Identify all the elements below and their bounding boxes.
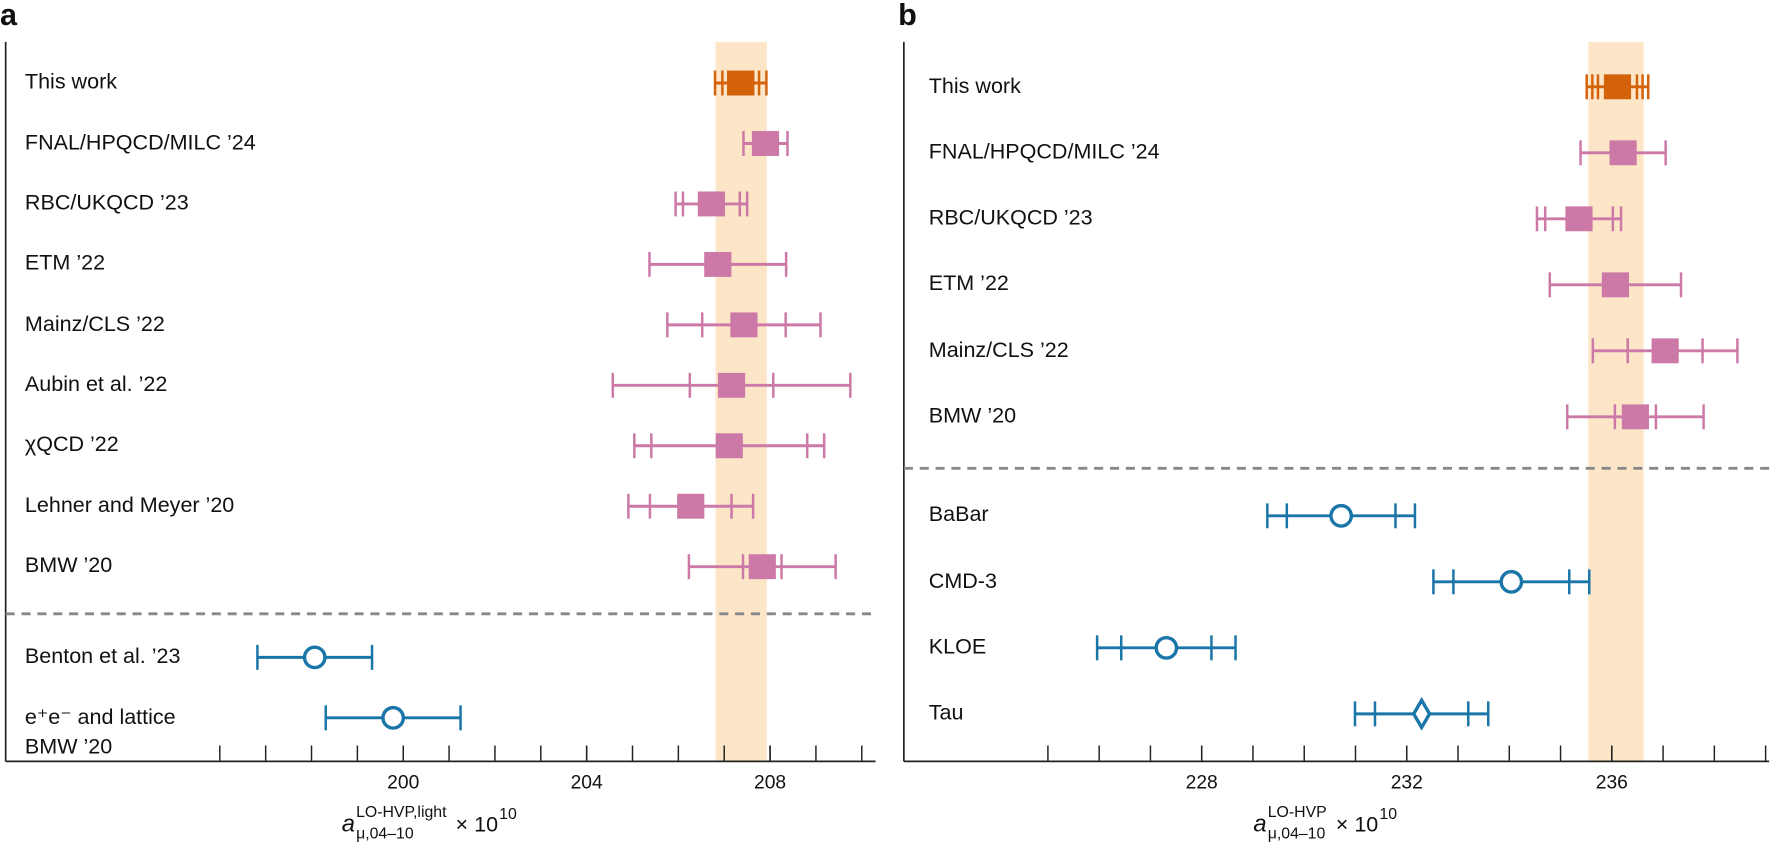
row-label: Lehner and Meyer ’20	[24, 493, 235, 518]
row-label: BMW ’20	[24, 554, 113, 579]
marker	[730, 312, 758, 338]
x-label-sup: LO-HVP	[1268, 804, 1327, 821]
x-tick-label: 228	[1186, 773, 1218, 794]
row-label: BMW ’20	[928, 404, 1017, 429]
row-label: BaBar	[928, 503, 989, 528]
x-axis-label: a LO-HVP μ,04–10 × 10 10	[1253, 804, 1397, 843]
row-label: χQCD ’22	[24, 433, 119, 458]
marker	[1329, 503, 1354, 528]
marker	[1651, 338, 1679, 364]
row-label: Mainz/CLS ’22	[24, 312, 165, 337]
row-label: Aubin et al. ’22	[24, 372, 168, 397]
row-label: ETM ’22	[24, 251, 106, 276]
x-tick-label: 232	[1391, 773, 1423, 794]
row-label: FNAL/HPQCD/MILC ’24	[24, 131, 256, 155]
marker	[677, 493, 705, 519]
marker	[1609, 140, 1637, 166]
marker	[697, 191, 725, 217]
row-label: FNAL/HPQCD/MILC ’24	[928, 140, 1160, 165]
marker	[704, 251, 732, 277]
row-label: KLOE	[928, 635, 987, 660]
marker	[1601, 272, 1629, 298]
x-label-symbol: a	[1253, 811, 1266, 838]
x-tick-label: 204	[571, 773, 603, 794]
x-label-factor: × 10	[456, 813, 499, 837]
x-tick-label: 236	[1596, 773, 1628, 794]
marker	[727, 70, 755, 96]
row-label: e⁺e⁻ and lattice BMW ’20	[24, 705, 176, 759]
row-label: RBC/UKQCD ’23	[24, 191, 189, 216]
marker	[748, 554, 776, 580]
x-label-exponent: 10	[1379, 806, 1397, 823]
row-label: This work	[24, 70, 117, 95]
marker	[751, 131, 780, 156]
marker	[1603, 74, 1632, 100]
row-label: This work	[928, 74, 1021, 99]
marker	[1154, 635, 1179, 660]
marker	[715, 433, 743, 459]
x-axis-label: a LO-HVP,light μ,04–10 × 10 10	[342, 804, 517, 843]
row-label: Mainz/CLS ’22	[928, 338, 1069, 363]
x-label-factor: × 10	[1336, 813, 1379, 837]
x-tick-label: 208	[754, 773, 786, 794]
row-label: Benton et al. ’23	[24, 644, 181, 669]
marker	[717, 372, 746, 398]
x-label-sub: μ,04–10	[1268, 825, 1326, 842]
marker	[1621, 404, 1649, 430]
row-label: Tau	[928, 701, 964, 726]
row-label: CMD-3	[928, 569, 997, 594]
marker	[1499, 569, 1524, 594]
x-label-sub: μ,04–10	[356, 825, 414, 842]
panel-label: b	[898, 0, 917, 32]
marker	[1411, 696, 1432, 731]
x-label-symbol: a	[342, 811, 355, 838]
panel-label: a	[0, 0, 18, 32]
row-label: ETM ’22	[928, 272, 1009, 297]
marker	[1565, 206, 1593, 232]
marker	[381, 705, 406, 730]
x-label-exponent: 10	[499, 806, 517, 823]
marker	[302, 645, 327, 670]
x-label-sup: LO-HVP,light	[356, 804, 447, 821]
x-tick-label: 200	[387, 773, 419, 794]
row-label: RBC/UKQCD ’23	[928, 206, 1093, 231]
reference-band	[715, 41, 767, 762]
